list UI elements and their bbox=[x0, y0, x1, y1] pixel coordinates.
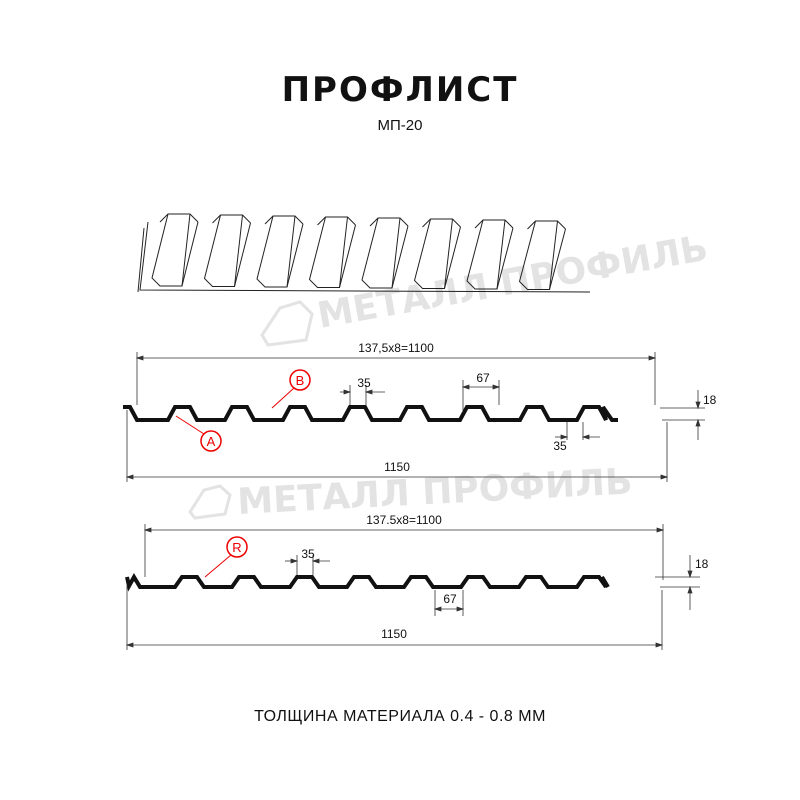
svg-text:B: B bbox=[296, 373, 305, 388]
arrow-head bbox=[456, 606, 465, 612]
rib-top bbox=[159, 213, 199, 223]
model-subtitle: МП-20 bbox=[377, 117, 423, 134]
rib-edge bbox=[286, 223, 304, 288]
profile-2-height-dim: 18 bbox=[695, 557, 709, 571]
profile-1-rib-base-dim: 67 bbox=[476, 371, 490, 385]
arrow-head bbox=[492, 384, 501, 390]
rib-edge bbox=[391, 225, 409, 289]
profile-1-section bbox=[123, 405, 618, 422]
arrow-head bbox=[656, 527, 665, 533]
profile-2-total-dim: 1150 bbox=[381, 627, 407, 641]
arrow-head bbox=[125, 642, 134, 648]
profile-2-rib-top-dim: 35 bbox=[301, 547, 315, 561]
watermark-1: МЕТАЛЛ ПРОФИЛЬ bbox=[260, 228, 711, 347]
profile-2-rib-base-dim: 67 bbox=[443, 592, 457, 606]
arrow-head bbox=[695, 418, 701, 427]
arrow-head bbox=[364, 389, 373, 395]
arrow-head bbox=[648, 355, 657, 361]
callout-r: R bbox=[204, 536, 248, 578]
profile-1-dimensions bbox=[125, 352, 705, 482]
sheet-outline bbox=[139, 221, 591, 293]
arrow-head bbox=[343, 389, 352, 395]
arrow-head bbox=[290, 558, 299, 564]
material-thickness-note: ТОЛЩИНА МАТЕРИАЛА 0.4 - 0.8 ММ bbox=[254, 708, 546, 725]
rib-face bbox=[413, 218, 453, 289]
rib-face bbox=[256, 215, 296, 288]
rib-edge bbox=[339, 224, 356, 288]
arrow-head bbox=[125, 474, 134, 480]
rib-face bbox=[308, 216, 348, 288]
sheet-isometric-view bbox=[137, 213, 591, 293]
svg-text:R: R bbox=[232, 540, 241, 555]
arrow-head bbox=[461, 384, 470, 390]
rib-edge bbox=[234, 222, 251, 287]
arrow-head bbox=[581, 434, 590, 440]
callout-b: B bbox=[271, 369, 311, 409]
profile-1-rib-bottom-dim: 35 bbox=[553, 439, 567, 453]
svg-text:МЕТАЛЛ ПРОФИЛЬ: МЕТАЛЛ ПРОФИЛЬ bbox=[314, 228, 711, 337]
profile-2-section bbox=[125, 573, 610, 592]
page-title: ПРОФЛИСТ bbox=[281, 70, 519, 110]
rib-top bbox=[212, 214, 251, 224]
arrow-head bbox=[660, 474, 669, 480]
svg-text:A: A bbox=[207, 434, 216, 449]
arrow-head bbox=[311, 558, 320, 564]
rib-top bbox=[527, 220, 566, 230]
rib-face bbox=[203, 214, 243, 287]
rib-top bbox=[422, 218, 461, 228]
arrow-head bbox=[687, 570, 693, 579]
sheet-edge bbox=[137, 227, 145, 293]
profile-1-rib-top-dim: 35 bbox=[357, 376, 371, 390]
rib-top bbox=[369, 217, 409, 227]
rib-face bbox=[361, 217, 401, 289]
rib-edge bbox=[181, 221, 199, 287]
arrow-head bbox=[695, 401, 701, 410]
rib-top bbox=[474, 219, 514, 229]
profile-2-pitch-dim: 137.5x8=1100 bbox=[366, 513, 442, 527]
rib-face bbox=[466, 219, 506, 290]
arrow-head bbox=[655, 642, 664, 648]
rib-face bbox=[151, 213, 191, 287]
profile-2-dimensions bbox=[125, 524, 700, 650]
profile-1-height-dim: 18 bbox=[703, 393, 717, 407]
arrow-head bbox=[143, 527, 152, 533]
rib-face bbox=[518, 220, 558, 290]
rib-edge bbox=[444, 226, 461, 289]
arrow-head bbox=[433, 606, 442, 612]
rib-top bbox=[317, 216, 356, 226]
callout-a: A bbox=[175, 415, 222, 452]
rib-top bbox=[264, 215, 304, 225]
rib-edge bbox=[549, 228, 566, 290]
arrow-head bbox=[687, 585, 693, 594]
arrow-head bbox=[135, 355, 144, 361]
rib-edge bbox=[496, 227, 514, 290]
profile-1-pitch-dim: 137,5x8=1100 bbox=[358, 341, 434, 355]
arrow-head bbox=[560, 434, 569, 440]
profile-1-total-dim: 1150 bbox=[384, 460, 410, 474]
